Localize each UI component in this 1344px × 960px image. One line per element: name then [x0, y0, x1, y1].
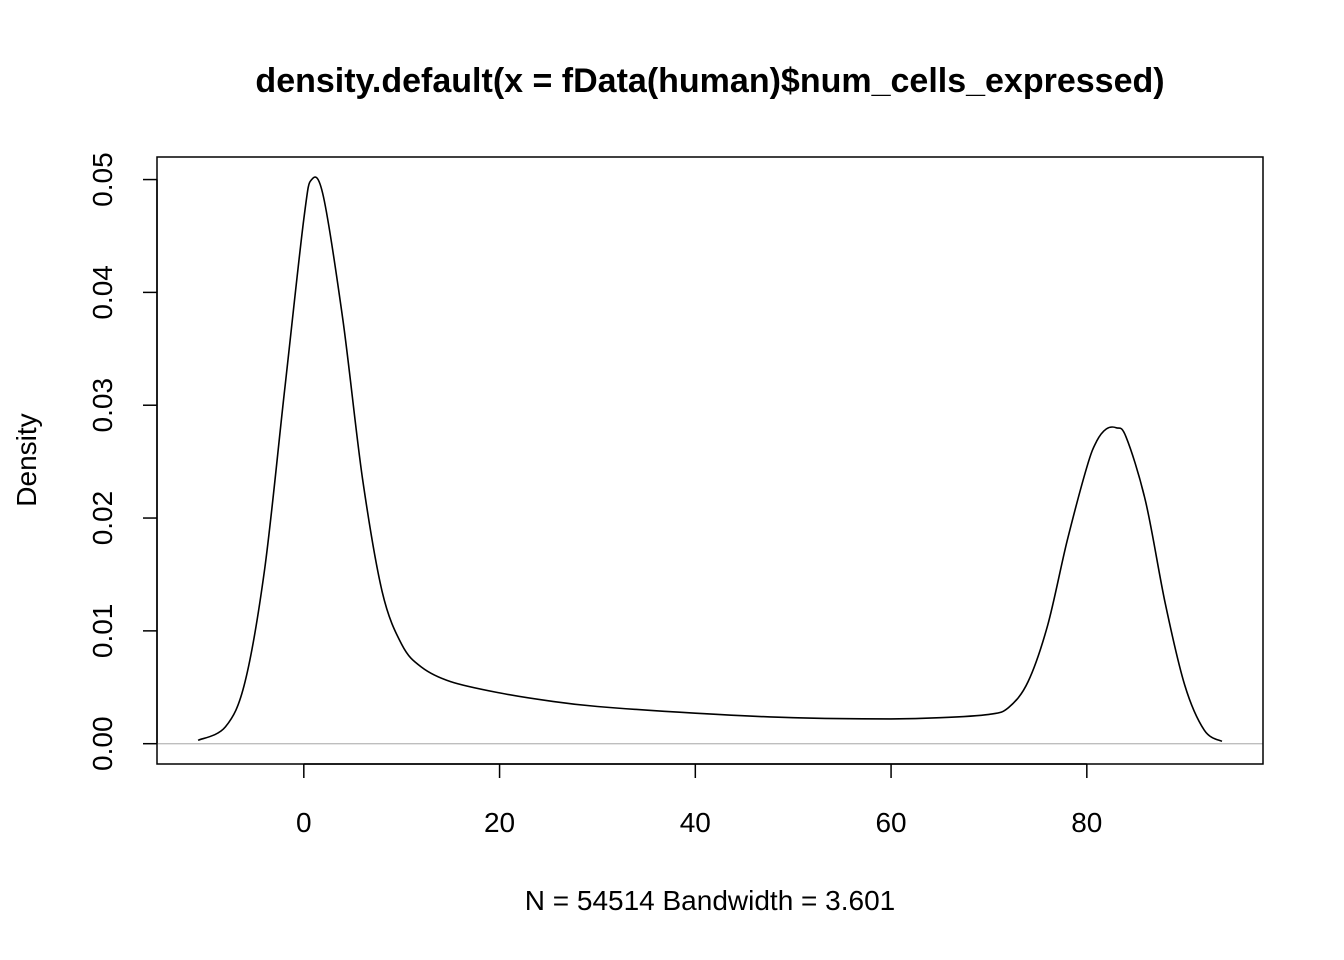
density-curve: [197, 176, 1223, 743]
chart-title: density.default(x = fData(human)$num_cel…: [255, 62, 1164, 100]
x-axis: 0 20 40 60 80: [296, 763, 1102, 838]
y-tick-label: 0.02: [87, 491, 118, 546]
y-tick-label: 0.01: [87, 604, 118, 659]
x-tick-label: 20: [484, 807, 515, 838]
y-axis: 0.00 0.01 0.02 0.03 0.04 0.05: [87, 152, 158, 771]
x-axis-label: N = 54514 Bandwidth = 3.601: [525, 885, 896, 916]
y-tick-label: 0.00: [87, 716, 118, 771]
x-tick-label: 40: [680, 807, 711, 838]
plot-frame: [156, 156, 1264, 765]
y-tick-label: 0.05: [87, 152, 118, 207]
x-tick-label: 60: [875, 807, 906, 838]
y-tick-label: 0.03: [87, 378, 118, 433]
x-tick-label: 0: [296, 807, 312, 838]
y-tick-label: 0.04: [87, 265, 118, 320]
y-axis-label: Density: [11, 413, 42, 506]
x-tick-label: 80: [1071, 807, 1102, 838]
